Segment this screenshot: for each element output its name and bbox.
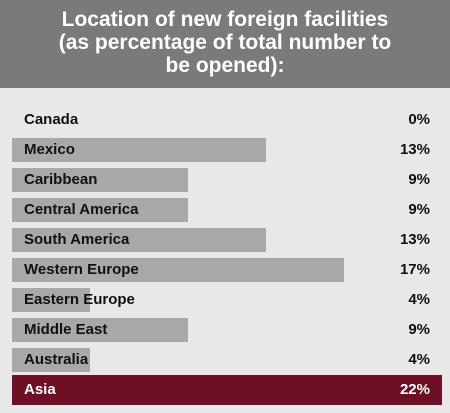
bar-rows: Canada 0% Mexico 13% Caribbean 9% Central Amer… [0,105,450,405]
value-label: 9% [408,321,430,338]
chart-title: Location of new foreign facilities (as p… [0,0,450,88]
value-label: 4% [408,351,430,368]
bar-row: Eastern Europe 4% [0,285,450,315]
title-line: Location of new foreign facilities [61,8,389,31]
title-line: be opened): [165,54,285,77]
bar-row: Middle East 9% [0,315,450,345]
bar [12,198,188,222]
category-label: Mexico [24,141,75,158]
bar [12,288,91,312]
category-label: Australia [24,351,89,368]
category-label: South America [24,231,130,248]
category-label: Western Europe [24,261,139,278]
bar [12,228,267,252]
value-label: 9% [408,201,430,218]
bar [12,318,188,342]
bar-row: Asia 22% [0,375,450,405]
category-label: Central America [24,201,139,218]
bar [12,348,91,372]
category-label: Eastern Europe [24,291,135,308]
bar-row: Central America 9% [0,195,450,225]
value-label: 9% [408,171,430,188]
bar [12,375,442,405]
title-line: (as percentage of total number to [58,31,392,54]
value-label: 17% [399,261,430,278]
bar-row: Western Europe 17% [0,255,450,285]
bar-row: Caribbean 9% [0,165,450,195]
category-label: Caribbean [24,171,98,188]
bar-row: Mexico 13% [0,135,450,165]
bar-row: Canada 0% [0,105,450,135]
category-label: Middle East [24,321,108,338]
value-label: 13% [399,231,430,248]
value-label: 22% [399,381,430,398]
value-label: 13% [399,141,430,158]
bar [12,138,267,162]
category-label: Canada [24,111,79,128]
bar [12,258,345,282]
bar-row: Australia 4% [0,345,450,375]
bar-row: South America 13% [0,225,450,255]
value-label: 4% [408,291,430,308]
category-label: Asia [24,381,56,398]
bar [12,168,188,192]
value-label: 0% [408,111,430,128]
